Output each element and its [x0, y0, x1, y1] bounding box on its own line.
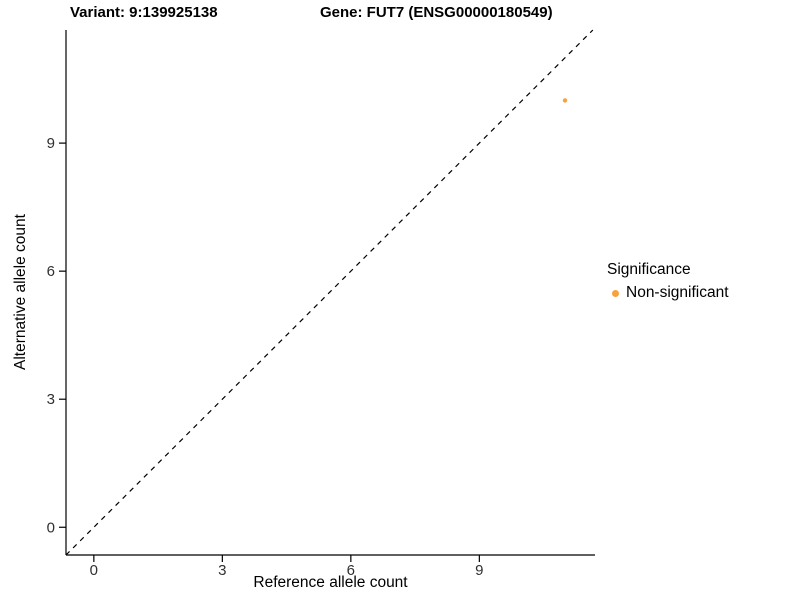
- legend: Significance Non-significant: [607, 261, 729, 302]
- data-point: [562, 98, 568, 103]
- y-tick-label: 9: [47, 135, 55, 152]
- legend-title: Significance: [607, 261, 691, 278]
- x-tick-label: 0: [90, 562, 98, 579]
- x-tick-label: 9: [475, 562, 483, 579]
- legend-point-icon: [612, 289, 619, 297]
- legend-item-non-significant: Non-significant: [607, 284, 729, 302]
- x-axis-label: Reference allele count: [253, 574, 408, 591]
- plot-title-variant: Variant: 9:139925138: [70, 4, 218, 21]
- identity-line: [65, 29, 594, 556]
- y-axis-label: Alternative allele count: [12, 214, 29, 370]
- x-tick-label: 6: [347, 562, 355, 579]
- legend-item-label: Non-significant: [626, 284, 729, 301]
- y-tick-label: 0: [47, 519, 55, 536]
- x-tick-label: 3: [218, 562, 226, 579]
- y-tick-label: 3: [47, 391, 55, 408]
- y-tick-label: 6: [47, 263, 55, 280]
- plot-title-gene: Gene: FUT7 (ENSG00000180549): [320, 4, 553, 21]
